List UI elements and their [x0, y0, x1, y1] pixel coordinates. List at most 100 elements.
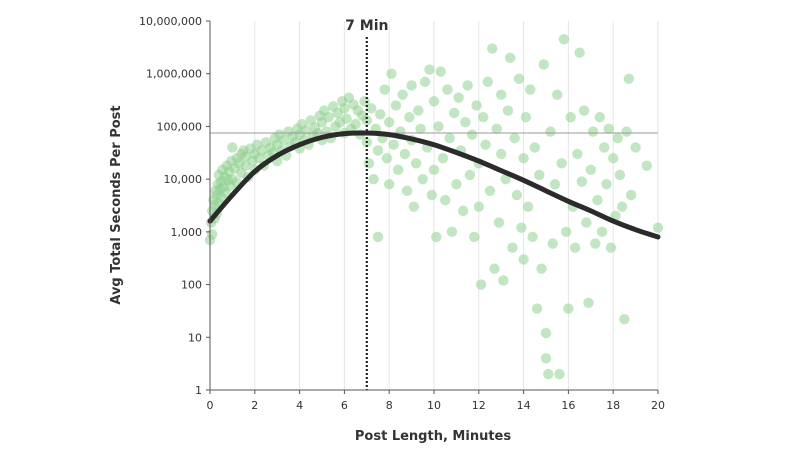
- data-point: [536, 263, 547, 274]
- reference-lines: [210, 37, 658, 390]
- y-tick-label: 100: [181, 279, 202, 292]
- data-point: [278, 134, 290, 146]
- data-point: [375, 109, 386, 120]
- data-point: [361, 115, 372, 126]
- data-point: [569, 242, 581, 253]
- data-point: [401, 185, 413, 197]
- data-point: [480, 139, 491, 150]
- data-point: [431, 231, 442, 243]
- data-point: [547, 238, 558, 249]
- data-point: [475, 279, 487, 290]
- data-point: [392, 164, 404, 176]
- data-point: [538, 59, 549, 70]
- data-point: [437, 152, 449, 164]
- data-point: [511, 189, 523, 201]
- data-point: [493, 217, 505, 228]
- x-tick-label: 14: [517, 399, 531, 412]
- data-point: [652, 222, 664, 233]
- data-point: [558, 34, 570, 45]
- y-tick-label: 1,000: [171, 226, 203, 239]
- data-point: [471, 100, 482, 111]
- x-tick-label: 6: [341, 399, 348, 412]
- x-tick-label: 12: [472, 399, 486, 412]
- data-point: [587, 126, 599, 137]
- data-point: [417, 173, 428, 185]
- data-point: [419, 76, 431, 88]
- data-point: [366, 103, 377, 114]
- data-point: [599, 142, 610, 153]
- data-point: [460, 117, 471, 128]
- data-point: [563, 303, 574, 314]
- data-point: [520, 111, 532, 123]
- data-point: [404, 111, 415, 123]
- data-point: [444, 132, 455, 144]
- data-point: [583, 297, 594, 309]
- y-tick-label: 10,000: [164, 173, 203, 186]
- data-point: [453, 92, 464, 103]
- data-point: [522, 201, 534, 212]
- data-point: [572, 148, 583, 160]
- y-tick-label: 10: [188, 331, 202, 344]
- data-point: [487, 43, 498, 54]
- y-tick-label: 1,000,000: [146, 68, 202, 81]
- data-point: [560, 226, 572, 238]
- y-tick-label: 1: [195, 384, 202, 397]
- data-point: [478, 111, 489, 123]
- data-point: [363, 158, 375, 169]
- data-point: [386, 68, 397, 79]
- data-point: [406, 80, 417, 91]
- x-tick-label: 20: [651, 399, 665, 412]
- data-point: [518, 254, 529, 265]
- fit-curve-line: [207, 130, 661, 240]
- data-point: [491, 123, 502, 135]
- data-point: [350, 119, 361, 130]
- data-point: [509, 132, 520, 144]
- data-point: [381, 152, 393, 164]
- data-point: [498, 275, 509, 286]
- x-tick-label: 10: [427, 399, 441, 412]
- data-point: [415, 123, 426, 135]
- data-point: [621, 126, 632, 137]
- data-point: [384, 117, 395, 128]
- data-point: [608, 152, 619, 164]
- data-point: [518, 152, 529, 164]
- data-point: [227, 142, 238, 153]
- data-point: [578, 105, 590, 116]
- data-point: [585, 164, 596, 176]
- data-point: [630, 142, 641, 153]
- data-point: [433, 121, 444, 132]
- data-point: [552, 89, 563, 100]
- data-point: [368, 173, 379, 185]
- data-point: [556, 158, 567, 169]
- data-point: [619, 314, 630, 325]
- data-point: [543, 368, 554, 380]
- data-point: [428, 164, 440, 176]
- x-tick-label: 2: [251, 399, 258, 412]
- data-point: [625, 189, 637, 201]
- data-point: [534, 169, 545, 181]
- data-point: [413, 105, 424, 116]
- data-point: [540, 327, 552, 339]
- data-point: [616, 201, 628, 212]
- data-point: [399, 148, 411, 160]
- data-point: [440, 194, 451, 206]
- data-point: [435, 66, 446, 77]
- x-tick-label: 16: [561, 399, 575, 412]
- data-point: [207, 229, 218, 240]
- x-tick-label: 4: [296, 399, 303, 412]
- data-point: [442, 84, 453, 95]
- data-point: [466, 129, 478, 140]
- data-point: [527, 231, 538, 243]
- data-point: [428, 96, 440, 107]
- data-point: [540, 353, 552, 364]
- data-point: [596, 226, 608, 238]
- data-point: [426, 189, 437, 201]
- data-point: [424, 64, 435, 75]
- x-tick-label: 8: [386, 399, 393, 412]
- x-axis-title: Post Length, Minutes: [355, 429, 511, 444]
- data-point: [390, 100, 402, 111]
- data-point: [549, 179, 561, 190]
- data-point: [372, 145, 384, 156]
- data-point: [397, 89, 408, 100]
